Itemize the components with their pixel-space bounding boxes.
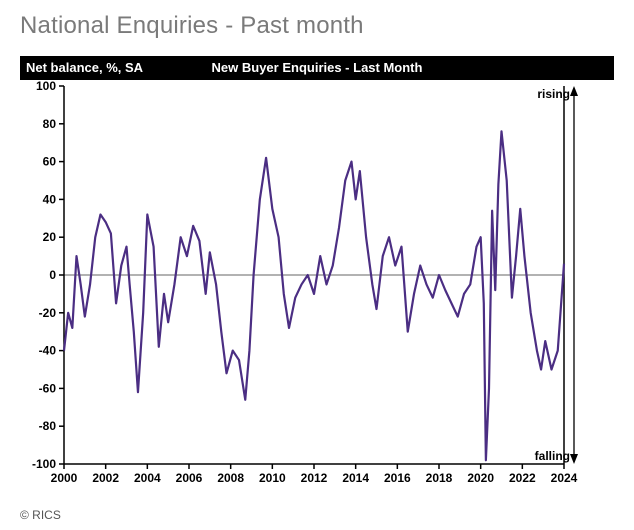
svg-text:-20: -20 (39, 306, 57, 320)
svg-text:2018: 2018 (426, 471, 453, 485)
svg-text:-60: -60 (39, 381, 57, 395)
svg-text:2002: 2002 (92, 471, 119, 485)
svg-text:0: 0 (49, 268, 56, 282)
line-chart: -100 -80 -60 -40 -20 0 20 40 60 80 100 2000 2002 2004… (20, 80, 614, 490)
chart-title: New Buyer Enquiries - Last Month (20, 56, 614, 80)
svg-text:2016: 2016 (384, 471, 411, 485)
svg-text:rising: rising (537, 87, 570, 101)
svg-text:-80: -80 (39, 419, 57, 433)
svg-text:2012: 2012 (301, 471, 328, 485)
svg-text:2014: 2014 (342, 471, 369, 485)
svg-text:2004: 2004 (134, 471, 161, 485)
svg-text:2006: 2006 (176, 471, 203, 485)
chart-title-bar: Net balance, %, SA New Buyer Enquiries -… (20, 56, 614, 80)
page-title: National Enquiries - Past month (20, 12, 364, 40)
svg-text:80: 80 (43, 117, 57, 131)
svg-text:2024: 2024 (551, 471, 578, 485)
svg-text:2008: 2008 (217, 471, 244, 485)
credit-text: © RICS (20, 508, 61, 522)
svg-text:2010: 2010 (259, 471, 286, 485)
svg-text:-100: -100 (32, 457, 56, 471)
svg-text:100: 100 (36, 80, 56, 93)
svg-text:-40: -40 (39, 344, 57, 358)
svg-text:20: 20 (43, 230, 57, 244)
svg-text:falling: falling (535, 449, 570, 463)
svg-text:2022: 2022 (509, 471, 536, 485)
svg-text:40: 40 (43, 192, 57, 206)
svg-text:60: 60 (43, 155, 57, 169)
svg-text:2020: 2020 (467, 471, 494, 485)
svg-text:2000: 2000 (51, 471, 78, 485)
